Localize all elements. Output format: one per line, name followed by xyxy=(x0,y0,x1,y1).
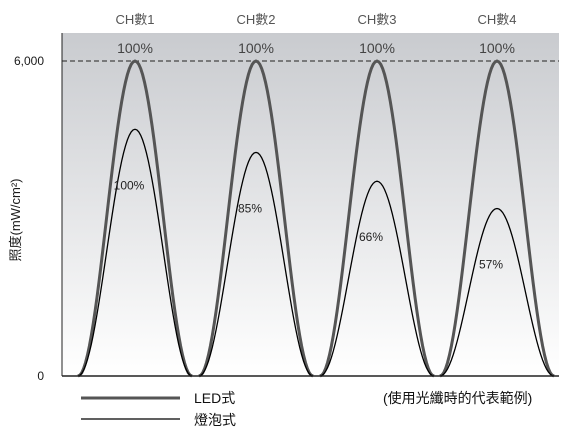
bulb-curve-ch2 xyxy=(198,151,314,377)
led-curve-ch1 xyxy=(77,59,193,378)
bulb-pct-label-ch4: 57% xyxy=(479,258,503,272)
channel-label-3: CH數3 xyxy=(357,12,396,27)
y-tick-label-0: 0 xyxy=(37,369,44,383)
led-curve-ch4 xyxy=(439,59,555,378)
bulb-pct-label-ch1: 100% xyxy=(114,178,145,192)
bulb-curve-ch4 xyxy=(439,207,555,377)
bulb-curve-ch3 xyxy=(319,180,435,377)
led-pct-label-ch4: 100% xyxy=(479,40,515,56)
y-tick-label-6000: 6,000 xyxy=(14,54,44,68)
led-curve-ch3 xyxy=(319,59,435,378)
channel-label-4: CH數4 xyxy=(477,12,516,27)
led-pct-label-ch2: 100% xyxy=(238,40,274,56)
y-axis-label: 照度(mW/cm²) xyxy=(8,178,23,261)
bulb-pct-label-ch2: 85% xyxy=(238,201,262,215)
led-pct-label-ch1: 100% xyxy=(117,40,153,56)
channel-label-1: CH數1 xyxy=(115,12,154,27)
legend-label-led: LED式 xyxy=(194,390,235,406)
plot-background xyxy=(62,33,559,375)
bulb-pct-label-ch3: 66% xyxy=(359,230,383,244)
legend-label-bulb: 燈泡式 xyxy=(194,412,236,427)
channel-label-2: CH數2 xyxy=(236,12,275,27)
example-note: (使用光纖時的代表範例) xyxy=(383,390,532,406)
bulb-curve-ch1 xyxy=(77,128,193,377)
led-pct-label-ch3: 100% xyxy=(359,40,395,56)
led-curve-ch2 xyxy=(198,59,314,378)
